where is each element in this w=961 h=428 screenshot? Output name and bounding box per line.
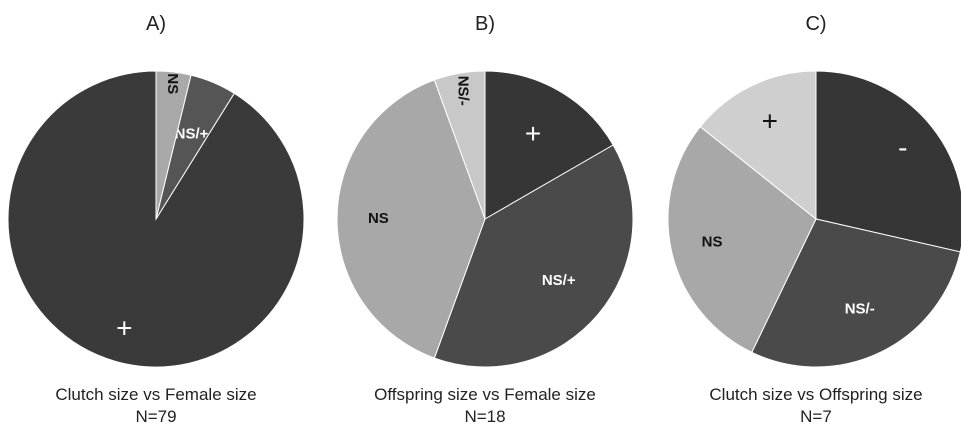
pie-b-slice-label-1: NS/+ [542, 272, 576, 289]
pie-a-slice-label-0: + [116, 312, 132, 343]
pie-b-slice-label-0: + [525, 118, 541, 149]
pie-c-slice-label-3: + [762, 105, 778, 136]
panel-a-n-label: N=79 [135, 407, 176, 426]
pie-c-slice-label-1: NS/- [845, 301, 875, 318]
pie-b-slice-0 [484, 70, 614, 220]
panel-b-n-label: N=18 [464, 407, 505, 426]
pie-c-slice-1 [751, 218, 961, 368]
panel-b-letter: B) [475, 13, 495, 35]
pie-c-slices: - NS/- NS + [667, 70, 961, 368]
pie-a-slice-label-2: NS [164, 73, 181, 94]
panel-c-caption: Clutch size vs Offspring size [709, 385, 922, 404]
pie-b-slices: + NS/+ NS NS/- [336, 70, 634, 368]
panel-c-letter: C) [805, 13, 826, 35]
panel-b-caption: Offspring size vs Female size [374, 385, 596, 404]
pie-c-slice-label-0: - [898, 132, 907, 163]
panel-c: C) - NS/- NS + Clutch size vs Offspring siz… [667, 13, 961, 426]
pie-c-slice-0 [815, 70, 961, 253]
pie-a-slices: + NS/+ NS [7, 70, 305, 368]
pie-b-slice-3 [433, 70, 486, 220]
panel-a-letter: A) [146, 13, 166, 35]
pie-b-slice-label-3: NS/- [454, 76, 471, 106]
panel-a: A) + NS/+ NS Clutch size vs Female size N=… [7, 13, 305, 426]
pie-b-slice-label-2: NS [368, 210, 389, 227]
pie-c-slice-3 [699, 70, 817, 221]
pie-b-slice-2 [336, 79, 486, 359]
panel-b: B) + NS/+ NS NS/- Offspring size vs Female … [336, 13, 634, 426]
pie-c-slice-2 [667, 126, 817, 354]
pie-a-slice-label-1: NS/+ [175, 125, 209, 142]
panel-a-caption: Clutch size vs Female size [55, 385, 256, 404]
panel-c-n-label: N=7 [800, 407, 832, 426]
pie-a-slice-2 [155, 70, 192, 220]
pie-b-slice-1 [433, 144, 634, 368]
pie-c-slice-label-2: NS [702, 234, 723, 251]
